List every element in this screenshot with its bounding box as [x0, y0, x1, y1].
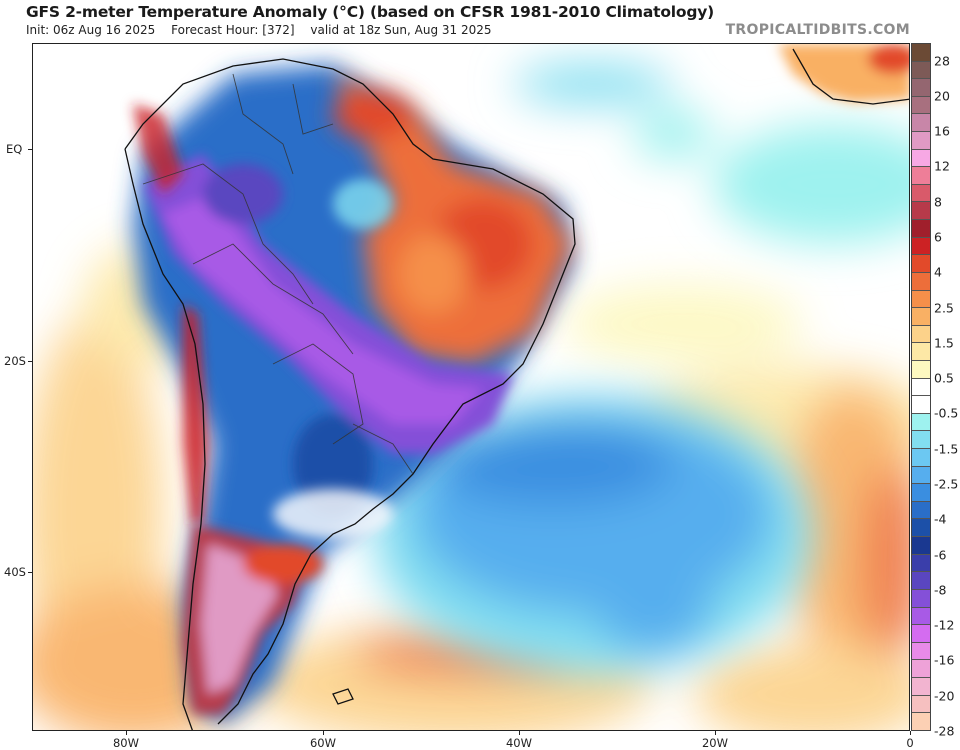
x-label-80w: 80W [112, 736, 140, 750]
colorbar-segment [912, 343, 930, 361]
colorbar-segment [912, 325, 930, 344]
init-time: Init: 06z Aug 16 2025 [26, 23, 156, 37]
colorbar-label: 8 [934, 194, 942, 210]
colorbar-segment [912, 114, 930, 133]
colorbar-segment [912, 167, 930, 185]
colorbar-label: 0.5 [934, 370, 954, 386]
colorbar-label: 4 [934, 264, 942, 280]
colorbar-segment [912, 660, 930, 678]
colorbar-segment [912, 431, 930, 450]
colorbar-segment [912, 642, 930, 661]
forecast-hour: Forecast Hour: [372] [171, 23, 295, 37]
x-tick-80w [126, 731, 127, 735]
colorbar-label: -1.5 [934, 441, 959, 457]
chart-subtitle: Init: 06z Aug 16 2025 Forecast Hour: [37… [26, 23, 504, 37]
colorbar-segment [912, 61, 930, 80]
x-tick-40w [519, 731, 520, 735]
colorbar-segment [912, 308, 930, 326]
colorbar-segment [912, 202, 930, 221]
colorbar-segment [912, 378, 930, 397]
colorbar-segment [912, 677, 930, 696]
colorbar-segment [912, 237, 930, 256]
colorbar-label: 12 [934, 158, 950, 174]
colorbar-segment [912, 272, 930, 291]
colorbar-segment [912, 449, 930, 467]
colorbar-label: -28 [934, 723, 955, 739]
colorbar-segment [912, 79, 930, 97]
y-label-40s: 40S [4, 565, 26, 579]
colorbar-segment [912, 501, 930, 520]
colorbar-segment [912, 607, 930, 626]
colorbar-label: -4 [934, 511, 947, 527]
colorbar-segment [912, 360, 930, 379]
colorbar-segment [912, 220, 930, 238]
colorbar-segment [912, 589, 930, 608]
y-tick-20s [28, 361, 32, 362]
colorbar-segment [912, 96, 930, 115]
y-label-20s: 20S [4, 354, 26, 368]
anomaly-field [33, 44, 909, 730]
colorbar-segment [912, 184, 930, 203]
colorbar-label: -2.5 [934, 476, 959, 492]
valid-time: valid at 18z Sun, Aug 31 2025 [310, 23, 492, 37]
colorbar-label: -12 [934, 617, 955, 633]
x-tick-20w [715, 731, 716, 735]
x-tick-0 [910, 731, 911, 735]
colorbar-segment [912, 290, 930, 309]
x-label-20w: 20W [701, 736, 729, 750]
x-label-40w: 40W [505, 736, 533, 750]
brand-watermark: TROPICALTIDBITS.COM [725, 22, 910, 38]
y-tick-eq [28, 149, 32, 150]
colorbar-segment [912, 44, 930, 62]
colorbar-label: 6 [934, 229, 942, 245]
colorbar-segment [912, 625, 930, 643]
colorbar-segment [912, 149, 930, 168]
colorbar-segment [912, 519, 930, 538]
colorbar-label: 28 [934, 53, 950, 69]
colorbar-segment [912, 572, 930, 590]
colorbar-label: 16 [934, 123, 950, 139]
x-label-0: 0 [906, 736, 914, 750]
x-tick-60w [323, 731, 324, 735]
colorbar-label: -20 [934, 688, 955, 704]
colorbar [911, 43, 931, 731]
y-tick-40s [28, 572, 32, 573]
colorbar-segment [912, 132, 930, 150]
colorbar-label: 20 [934, 88, 950, 104]
y-label-eq: EQ [6, 142, 23, 156]
colorbar-segment [912, 484, 930, 502]
colorbar-segment [912, 413, 930, 432]
colorbar-label: 2.5 [934, 300, 954, 316]
colorbar-segment [912, 713, 930, 730]
anomaly-map [32, 43, 910, 731]
colorbar-segment [912, 554, 930, 573]
colorbar-segment [912, 255, 930, 273]
colorbar-label: -6 [934, 547, 947, 563]
colorbar-segment [912, 537, 930, 555]
colorbar-label: -16 [934, 652, 955, 668]
colorbar-segment [912, 466, 930, 485]
colorbar-segment [912, 396, 930, 414]
colorbar-label: 1.5 [934, 335, 954, 351]
colorbar-label: -0.5 [934, 405, 959, 421]
colorbar-segment [912, 695, 930, 714]
chart-title: GFS 2-meter Temperature Anomaly (°C) (ba… [26, 3, 715, 21]
colorbar-label: -8 [934, 582, 947, 598]
x-label-60w: 60W [309, 736, 337, 750]
